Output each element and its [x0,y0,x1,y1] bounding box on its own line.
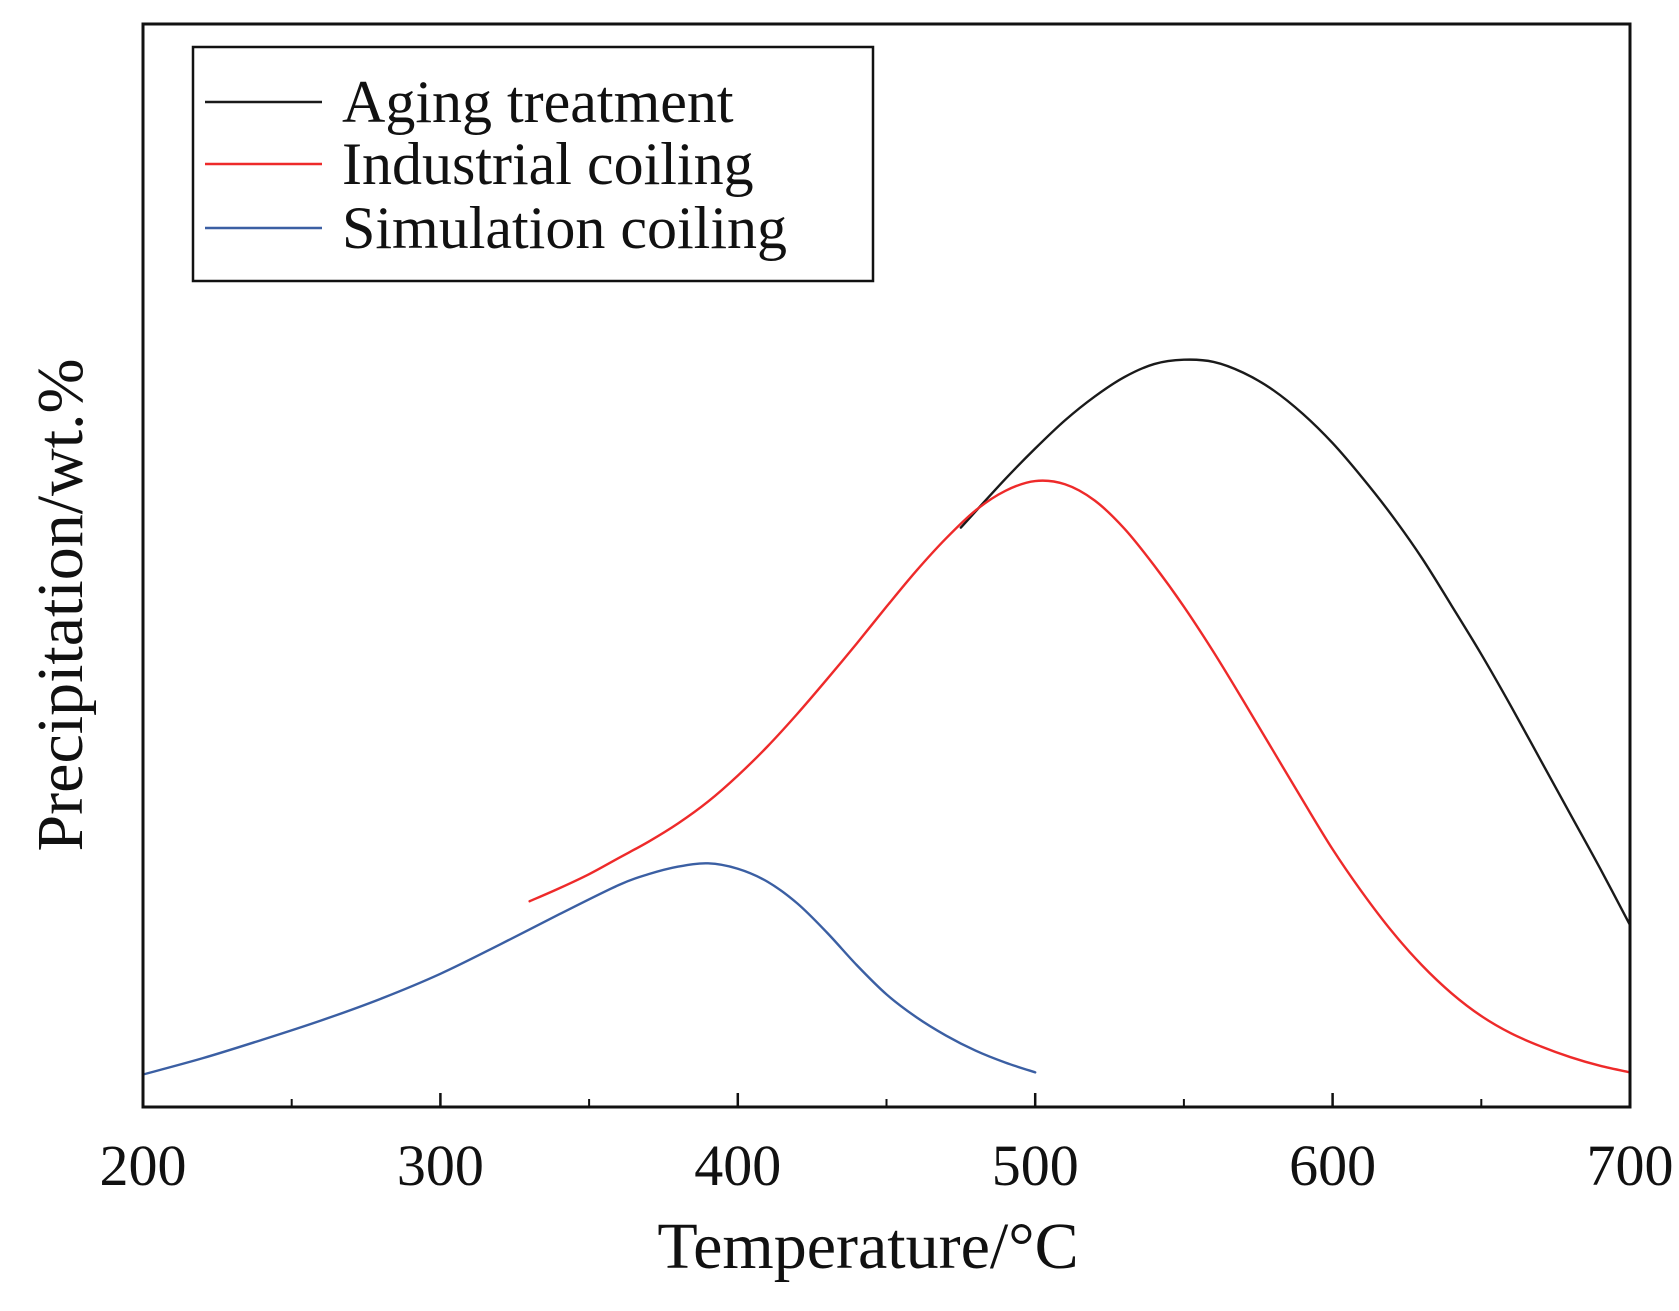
x-tick-label: 400 [694,1133,781,1198]
legend-label-aging-treatment: Aging treatment [342,69,734,135]
series-line-simulation-coiling [141,862,1037,1076]
legend-label-simulation-coiling: Simulation coiling [342,195,787,261]
x-tick-label: 200 [100,1133,187,1198]
y-axis-title: Precipitation/wt.% [24,358,97,851]
series-line-aging-treatment [959,358,1632,927]
x-tick-label: 300 [397,1133,484,1198]
legend-label-industrial-coiling: Industrial coiling [342,131,754,197]
x-tick-label: 700 [1587,1133,1674,1198]
ticks-layer: 200 300 400 500 600 700 [100,1093,1674,1198]
series-layer [141,358,1632,1076]
series-line-industrial-coiling [528,479,1632,1074]
x-tick-label: 500 [992,1133,1079,1198]
x-axis-title: Temperature/°C [657,1210,1078,1283]
x-tick-label: 600 [1289,1133,1376,1198]
